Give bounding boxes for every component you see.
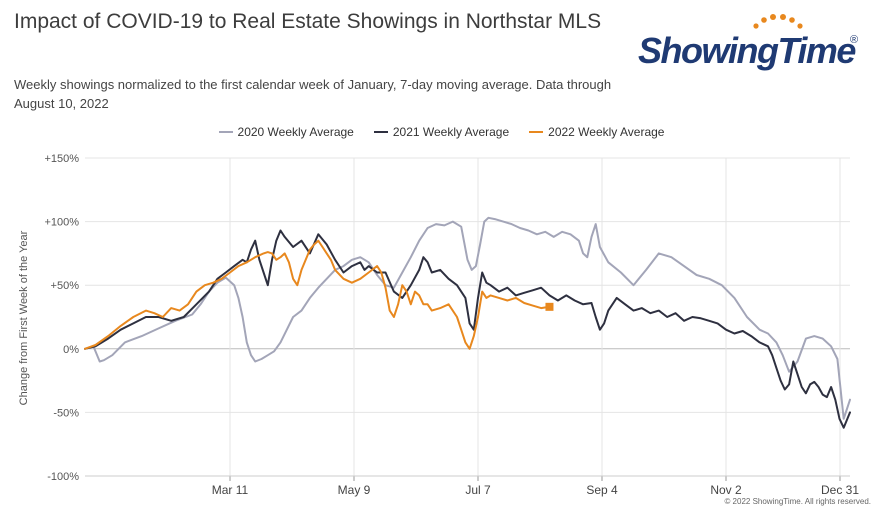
series-line-3	[84, 239, 551, 350]
chart-series	[84, 216, 851, 429]
copyright-notice: © 2022 ShowingTime. All rights reserved.	[724, 497, 871, 506]
x-tick-label: Dec 31	[821, 483, 859, 497]
legend-item-3[interactable]: 2022 Weekly Average	[529, 125, 664, 139]
y-axis-label: Change from First Week of the Year	[18, 230, 30, 405]
showingtime-logo: ShowingTime ®	[638, 14, 868, 84]
y-tick-label: +50%	[51, 280, 80, 292]
y-tick-label: +150%	[44, 153, 79, 165]
series-line-1	[84, 216, 851, 420]
legend-label: 2021 Weekly Average	[392, 125, 510, 139]
x-axis-ticks: Mar 11 May 9 Jul 7 Sep 4 Nov 2 Dec 31	[212, 483, 860, 497]
y-axis-ticks: +150% +100% +50% 0% -50% -100%	[44, 153, 79, 483]
series-end-marker	[545, 302, 554, 311]
logo-text: ShowingTime	[638, 30, 856, 71]
y-tick-label: 0%	[63, 344, 79, 356]
legend-label: 2022 Weekly Average	[548, 125, 665, 139]
legend-label: 2020 Weekly Average	[237, 125, 354, 139]
x-tick-label: Nov 2	[710, 483, 742, 497]
logo-registered-mark: ®	[850, 34, 859, 46]
chart-legend: 2020 Weekly Average 2021 Weekly Average 20…	[0, 125, 883, 139]
legend-item-1[interactable]: 2020 Weekly Average	[218, 125, 354, 139]
y-tick-label: -50%	[53, 407, 79, 419]
y-tick-label: +100%	[44, 217, 79, 229]
x-tick-label: Mar 11	[212, 483, 249, 497]
chart-title: Impact of COVID-19 to Real Estate Showin…	[14, 10, 602, 33]
legend-swatch	[529, 130, 544, 133]
y-tick-label: -100%	[47, 471, 79, 483]
series-line-2	[84, 229, 851, 429]
chart-grid	[85, 157, 850, 481]
chart-subtitle: Weekly showings normalized to the first …	[14, 77, 612, 111]
x-tick-label: May 9	[338, 483, 371, 497]
x-tick-label: Sep 4	[586, 483, 618, 497]
logo-dots-icon	[753, 14, 803, 29]
legend-swatch	[218, 130, 233, 133]
legend-swatch	[373, 130, 388, 133]
legend-item-2[interactable]: 2021 Weekly Average	[373, 125, 510, 139]
x-tick-label: Jul 7	[465, 483, 491, 497]
